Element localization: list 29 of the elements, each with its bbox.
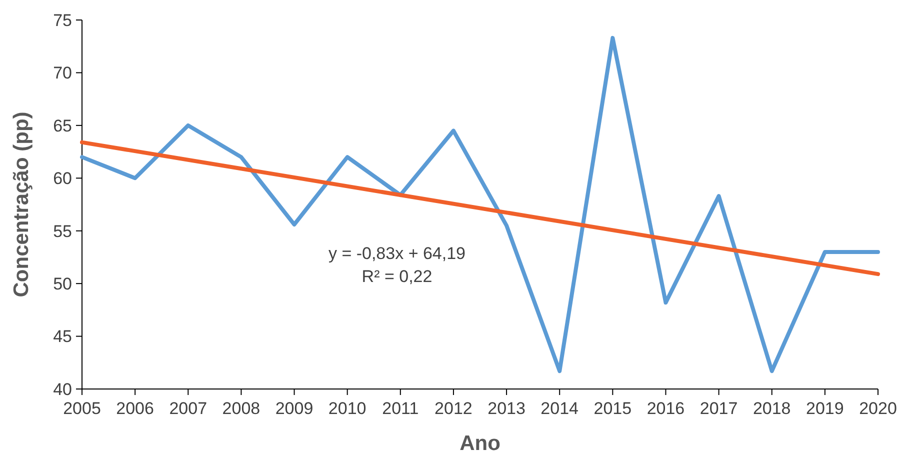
y-tick-label: 40	[53, 380, 72, 399]
x-tick-label: 2005	[63, 399, 101, 418]
y-tick-label: 50	[53, 274, 72, 294]
y-tick-label: 75	[53, 10, 72, 30]
x-tick-label: 2013	[488, 399, 526, 418]
x-tick-label: 2007	[169, 399, 208, 418]
x-tick-label: 2018	[752, 399, 791, 418]
x-tick-label: 2006	[116, 399, 154, 418]
x-axis-title: Ano	[460, 432, 500, 455]
y-tick-label: 60	[53, 169, 72, 188]
x-tick-label: 2015	[594, 399, 632, 418]
y-tick-label: 70	[53, 64, 72, 83]
x-tick-label: 2019	[806, 399, 844, 418]
annotation: y = -0,83x + 64,19	[328, 244, 466, 263]
y-axis-title: Concentração (pp)	[10, 112, 33, 298]
x-tick-label: 2008	[222, 399, 260, 418]
y-tick-label: 55	[53, 222, 72, 241]
annotation: R² = 0,22	[362, 267, 432, 286]
x-tick-label: 2012	[434, 399, 472, 418]
x-tick-label: 2016	[646, 399, 685, 418]
line-series	[80, 36, 880, 374]
y-tick-label: 65	[53, 116, 72, 136]
x-tick-label: 2020	[859, 399, 897, 418]
x-tick-label: 2011	[382, 399, 419, 418]
x-tick-label: 2014	[540, 399, 579, 418]
x-tick-label: 2009	[275, 399, 314, 418]
x-tick-label: 2010	[328, 399, 366, 418]
y-tick-label: 45	[53, 327, 72, 346]
x-tick-label: 2017	[700, 399, 738, 418]
